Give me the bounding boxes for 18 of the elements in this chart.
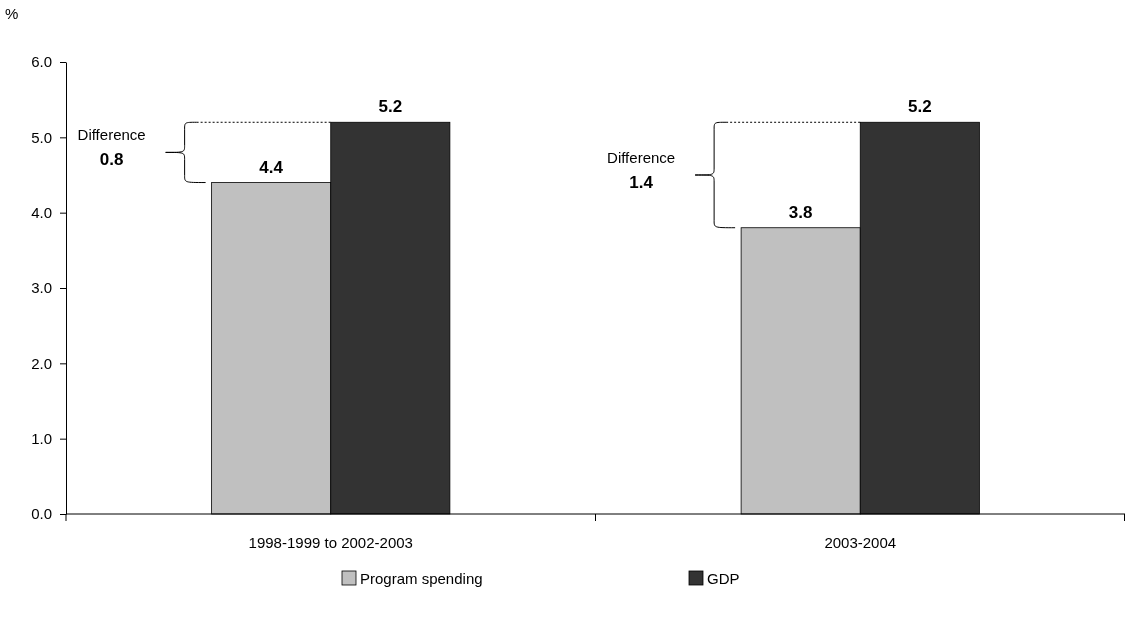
legend-label: GDP (707, 570, 740, 587)
y-tick-label: 3.0 (31, 279, 52, 297)
data-label: 5.2 (908, 97, 932, 117)
y-axis-title: % (5, 5, 19, 22)
data-label: 5.2 (378, 97, 403, 117)
data-label: 3.8 (788, 202, 813, 222)
y-tick-label: 2.0 (31, 354, 52, 372)
y-tick-label: 0.0 (31, 505, 52, 523)
y-tick-label: 4.0 (31, 203, 52, 221)
y-tick-label: 5.0 (31, 128, 52, 146)
annotation: Difference 1.4 (607, 149, 676, 192)
x-tick-label: 1998-1999 to 2002-2003 (248, 534, 413, 551)
x-tick-label: 2003-2004 (824, 534, 897, 551)
legend-label: Program spending (360, 570, 483, 587)
data-label: 4.4 (259, 157, 284, 177)
y-tick-label: 1.0 (31, 429, 52, 447)
annotation: Difference 0.8 (77, 126, 146, 170)
y-tick-label: 6.0 (31, 53, 52, 71)
